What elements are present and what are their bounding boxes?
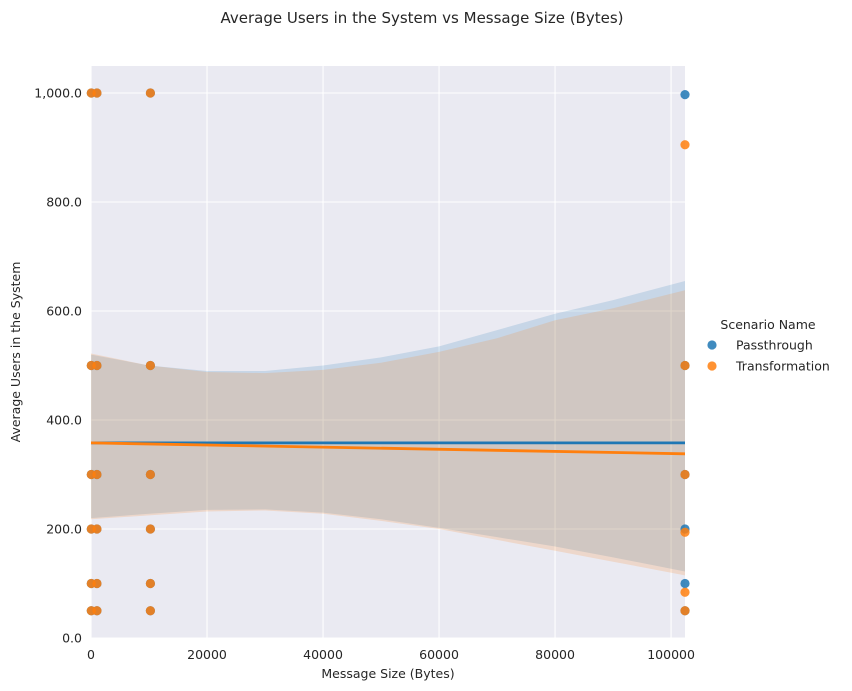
legend-label-transformation: Transformation (735, 359, 830, 374)
x-tick-label: 100000 (647, 647, 695, 662)
y-tick-label: 1,000.0 (34, 86, 82, 101)
confidence-band-transformation (91, 290, 685, 576)
y-tick-label: 400.0 (46, 413, 82, 428)
point-passthrough (680, 578, 690, 589)
point-transformation (680, 469, 690, 480)
point-transformation (680, 527, 690, 537)
x-tick-label: 40000 (303, 647, 343, 662)
point-transformation (145, 578, 155, 589)
legend-label-passthrough: Passthrough (736, 338, 813, 353)
data-points (86, 88, 690, 616)
legend-marker-passthrough (707, 340, 717, 350)
point-transformation (145, 606, 155, 616)
point-transformation (145, 469, 155, 480)
point-transformation (92, 360, 102, 371)
point-transformation (680, 587, 690, 597)
x-tick-label: 80000 (535, 647, 575, 662)
legend-marker-transformation (707, 361, 717, 371)
regression-lines (90, 441, 686, 456)
y-tick-labels: 0.0 200.0 400.0 600.0 800.0 1,000.0 (34, 86, 82, 646)
point-transformation (92, 524, 102, 534)
y-axis-label: Average Users in the System (8, 262, 23, 443)
point-transformation (145, 88, 155, 98)
point-transformation (92, 88, 102, 98)
x-tick-label: 20000 (187, 647, 227, 662)
point-passthrough (680, 90, 690, 100)
point-transformation (680, 360, 690, 371)
legend-title: Scenario Name (720, 317, 816, 332)
regression-line-transformation (90, 441, 686, 456)
y-tick-label: 200.0 (46, 522, 82, 537)
point-transformation (92, 469, 102, 480)
point-transformation (92, 606, 102, 616)
y-tick-label: 600.0 (46, 304, 82, 319)
y-tick-label: 800.0 (46, 195, 82, 210)
confidence-bands (91, 281, 685, 576)
confidence-band-passthrough (91, 281, 685, 572)
chart-title: Average Users in the System vs Message S… (221, 9, 624, 27)
plot-background (91, 66, 685, 638)
point-transformation (145, 360, 155, 371)
x-tick-label: 60000 (419, 647, 459, 662)
x-tick-labels: 0 20000 40000 60000 80000 100000 (87, 647, 695, 662)
legend: Scenario Name Passthrough Transformation (707, 317, 830, 374)
x-tick-label: 0 (87, 647, 95, 662)
grid (90, 66, 685, 639)
point-transformation (92, 578, 102, 589)
y-tick-label: 0.0 (62, 631, 82, 646)
point-transformation (680, 606, 690, 616)
x-axis-label: Message Size (Bytes) (321, 666, 454, 681)
point-transformation (680, 140, 690, 150)
point-transformation (145, 524, 155, 534)
